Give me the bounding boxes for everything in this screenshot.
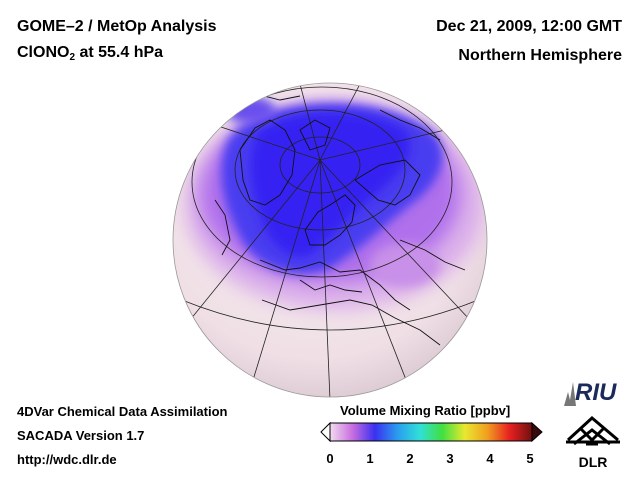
hemisphere-label: Northern Hemisphere [458, 47, 622, 64]
map-subtitle: ClONO2 at 55.4 hPa [17, 44, 163, 63]
species-name: ClONO [17, 44, 70, 61]
colorbar-scale [329, 422, 533, 442]
pressure-level: at 55.4 hPa [75, 44, 164, 61]
vmr-field [185, 96, 485, 310]
colorbar-low-arrow [320, 421, 331, 443]
colorbar-tick-label: 4 [486, 451, 494, 466]
map-title: GOME–2 / MetOp Analysis [17, 18, 217, 35]
dlr-logo: DLR [566, 416, 620, 470]
riu-logo: RIU [564, 379, 617, 406]
globe-outline [172, 82, 488, 398]
colorbar-title: Volume Mixing Ratio [ppbv] [340, 403, 511, 418]
dlr-logo-text: DLR [579, 454, 608, 470]
colorbar-high-arrow [531, 421, 543, 443]
analysis-datetime: Dec 21, 2009, 12:00 GMT [436, 18, 622, 35]
colorbar-tick-label: 3 [446, 451, 454, 466]
footer-method: 4DVar Chemical Data Assimilation [17, 404, 228, 419]
colorbar-tick-label: 5 [526, 451, 534, 466]
colorbar-tick-label: 1 [366, 451, 374, 466]
riu-logo-text: RIU [575, 379, 617, 406]
colorbar-tick-label: 2 [406, 451, 414, 466]
species-subscript: 2 [69, 52, 76, 63]
coastlines [214, 94, 466, 346]
colorbar-tick-label: 0 [326, 451, 334, 466]
colorbar [320, 421, 543, 443]
footer-version: SACADA Version 1.7 [17, 428, 145, 443]
footer-url: http://wdc.dlr.de [17, 452, 117, 467]
